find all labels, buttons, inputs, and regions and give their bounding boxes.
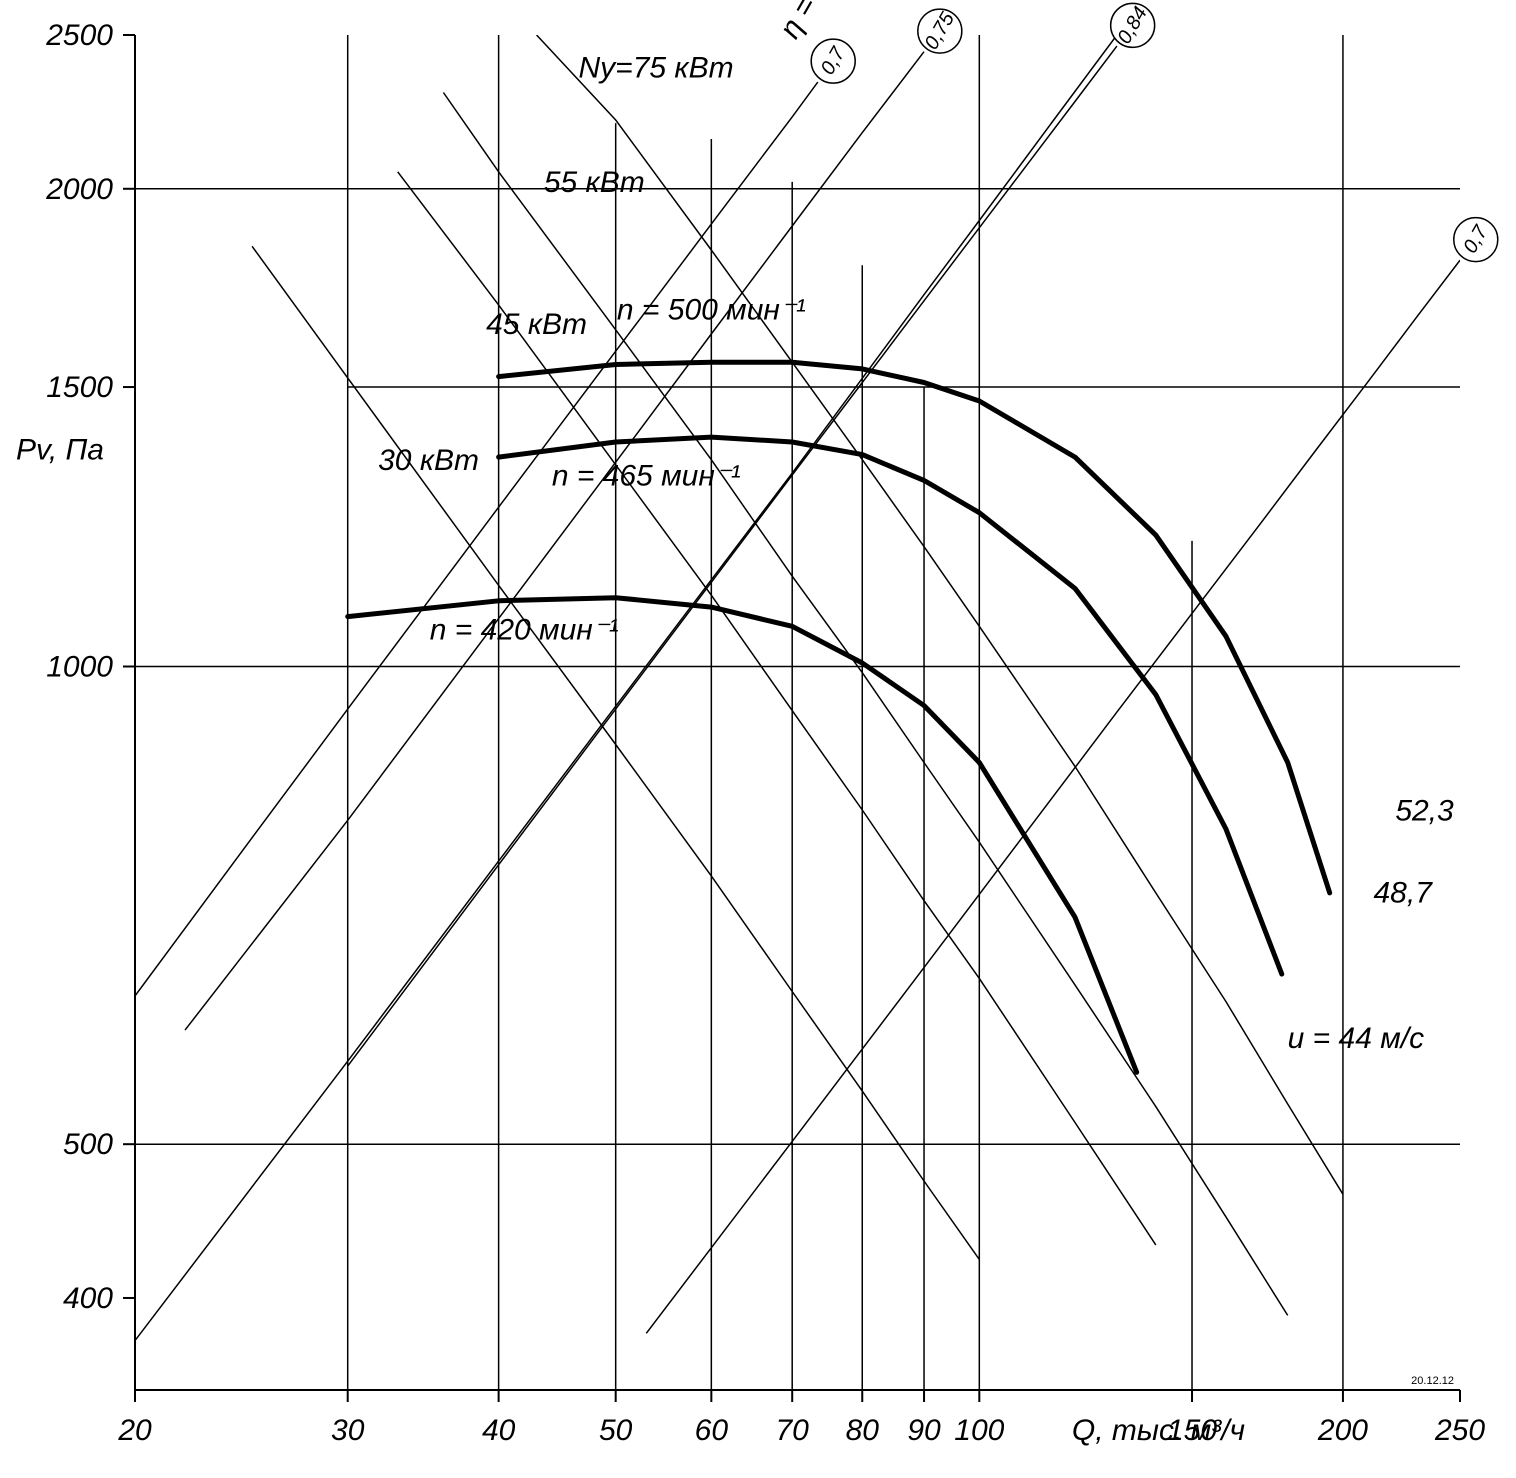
x-tick-label: 70 [776, 1414, 810, 1447]
y-tick-label: 1500 [46, 371, 113, 404]
x-tick-label: 250 [1434, 1414, 1485, 1447]
y-tick-label: 400 [63, 1282, 113, 1315]
x-tick-label: 50 [599, 1414, 633, 1447]
x-tick-label: 30 [331, 1414, 365, 1447]
annotation: Nу=75 кВт [579, 52, 734, 85]
y-tick-label: 500 [63, 1128, 113, 1161]
x-tick-label: 40 [482, 1414, 516, 1447]
x-tick-label: 200 [1317, 1414, 1368, 1447]
x-tick-label: 90 [907, 1414, 941, 1447]
annotation: n = 465 мин⁻¹ [552, 460, 741, 493]
y-tick-label: 2500 [45, 19, 113, 52]
x-tick-label: 20 [117, 1414, 152, 1447]
x-tick-label: 100 [954, 1414, 1004, 1447]
annotation: 52,3 [1395, 794, 1454, 827]
annotation: 45 кВт [486, 308, 587, 341]
corner-mark: 20.12.12 [1411, 1375, 1454, 1387]
annotation: 48,7 [1374, 877, 1434, 910]
y-axis-label: Pv, Па [16, 434, 104, 467]
annotation: η = 0,6 [773, 0, 848, 44]
x-tick-label: 60 [695, 1414, 729, 1447]
x-tick-label: 80 [846, 1414, 880, 1447]
annotation: u = 44 м/с [1288, 1022, 1424, 1055]
fan-performance-chart: 0,70,750,840,720304050607080901001502002… [0, 0, 1516, 1478]
annotation: n = 420 мин⁻¹ [430, 613, 619, 646]
speed-curves [348, 362, 1330, 1072]
annotation: 55 кВт [544, 166, 645, 199]
y-tick-label: 1000 [46, 650, 113, 683]
annotation: n = 500 мин⁻¹ [617, 293, 806, 326]
x-axis-label: Q, тыс. м³/ч [1072, 1414, 1245, 1447]
annotation: 30 кВт [378, 444, 479, 477]
power-curves [252, 35, 1343, 1315]
y-tick-label: 2000 [45, 173, 113, 206]
